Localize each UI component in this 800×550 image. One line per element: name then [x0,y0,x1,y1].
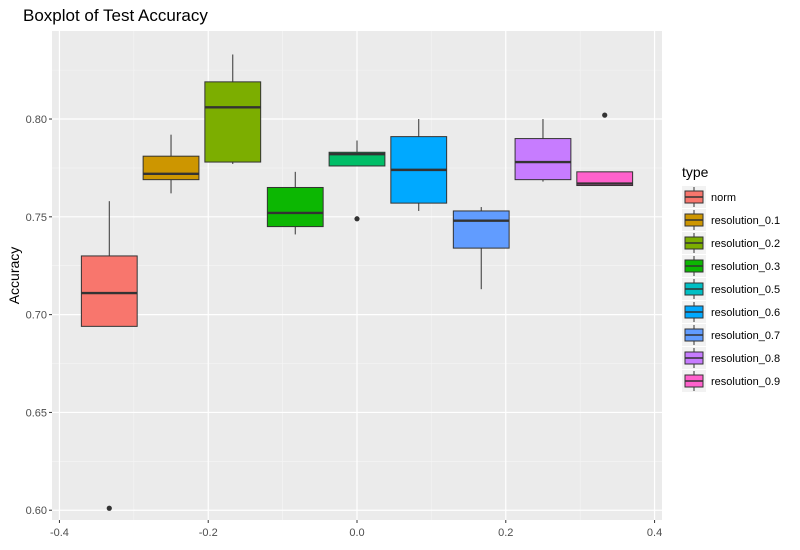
y-tick-label: 0.65 [26,407,47,419]
box-iqr [328,151,386,167]
legend-label: resolution_0.8 [711,353,780,365]
legend: type norm resolution_0.1 resolution_0.2res… [682,164,780,392]
box-resolution_0.6 [390,119,448,211]
legend-item-resolution_0.5: resolution_0.5 [682,278,780,300]
y-tick-label: 0.60 [26,505,47,517]
legend-item-resolution_0.6: resolution_0.6 [682,301,780,323]
box-resolution_0.5 [328,140,386,222]
legend-label: resolution_0.3 [711,261,780,273]
y-tick-label: 0.80 [26,114,47,126]
y-tick-label: 0.75 [26,212,47,224]
y-tick-label: 0.70 [26,310,47,322]
grid-major [52,31,662,520]
box-resolution_0.7 [452,207,510,290]
x-tick-label: -0.4 [50,527,69,539]
legend-label: resolution_0.5 [711,284,780,296]
box-resolution_0.9 [576,112,634,187]
legend-item-resolution_0.7: resolution_0.7 [682,324,780,346]
outlier-point [354,216,360,222]
box-resolution_0.1 [142,134,200,194]
y-axis-title: Accuracy [6,247,22,305]
outlier-point [106,505,112,511]
box-iqr [514,138,572,181]
legend-item-resolution_0.8: resolution_0.8 [682,347,780,369]
chart-title: Boxplot of Test Accuracy [23,6,208,25]
box-iqr [452,210,510,249]
outlier-point [602,112,608,118]
legend-title: type [682,164,709,180]
box-resolution_0.2 [204,54,262,165]
box-iqr [576,171,634,187]
legend-label: resolution_0.1 [711,215,780,227]
x-tick-label: 0.2 [498,527,513,539]
legend-label: resolution_0.2 [711,238,780,250]
box-norm [80,201,138,511]
legend-label: norm [711,192,736,204]
box-iqr [142,155,200,181]
boxes-layer [80,54,634,511]
box-resolution_0.8 [514,119,572,182]
box-resolution_0.3 [266,171,324,235]
legend-item-resolution_0.2: resolution_0.2 [682,232,780,254]
legend-item-norm: norm [682,186,736,208]
y-axis: 0.60 0.65 0.70 0.75 0.80 [26,114,52,517]
legend-label: resolution_0.6 [711,307,780,319]
x-tick-label: 0.0 [349,527,364,539]
box-iqr [204,81,262,163]
box-iqr [266,186,324,228]
legend-label: resolution_0.7 [711,330,780,342]
x-tick-label: 0.4 [647,527,662,539]
legend-item-resolution_0.1: resolution_0.1 [682,209,780,231]
x-axis: -0.4 -0.2 0.0 0.2 0.4 [50,520,662,539]
legend-label: resolution_0.9 [711,376,780,388]
legend-item-resolution_0.3: resolution_0.3 [682,255,780,277]
box-iqr [80,255,138,327]
legend-item-resolution_0.9: resolution_0.9 [682,370,780,392]
x-tick-label: -0.2 [199,527,218,539]
